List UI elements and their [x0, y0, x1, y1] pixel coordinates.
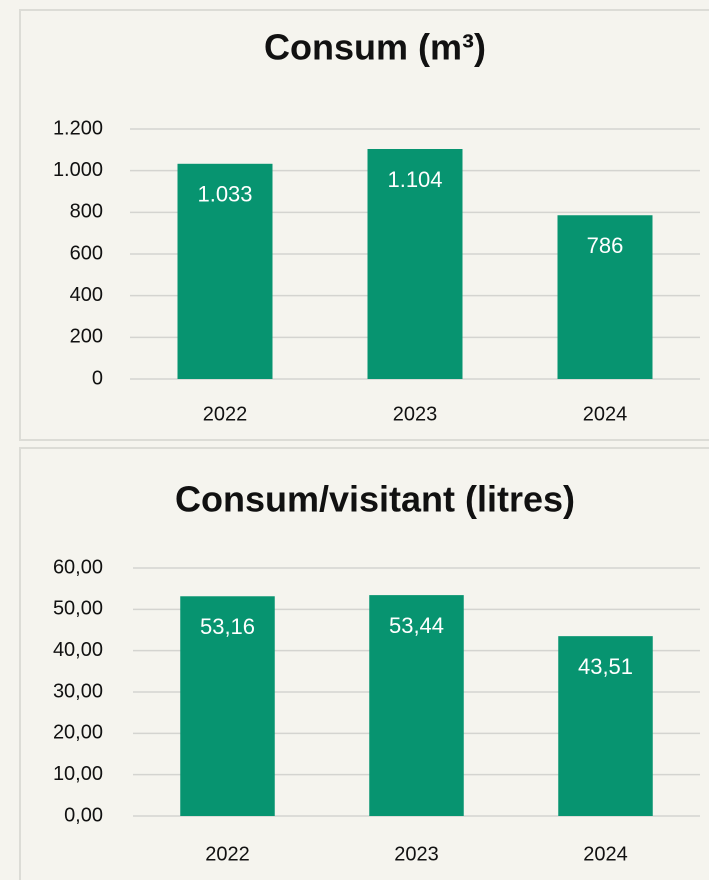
bar: [369, 595, 464, 816]
y-tick-label: 10,00: [53, 763, 103, 785]
data-label: 1.033: [197, 182, 252, 207]
y-tick-label: 40,00: [53, 639, 103, 661]
bar: [557, 215, 653, 379]
y-tick-label: 1.200: [53, 117, 103, 139]
chart-title: Consum/visitant (litres): [175, 479, 575, 520]
x-tick-label: 2024: [583, 843, 628, 865]
y-tick-label: 0: [92, 367, 103, 389]
x-tick-label: 2023: [393, 403, 438, 425]
data-label: 53,16: [200, 614, 255, 639]
x-tick-label: 2022: [203, 403, 248, 425]
bar: [180, 596, 275, 816]
data-label: 786: [587, 233, 624, 258]
y-tick-label: 600: [70, 242, 103, 264]
y-tick-label: 1.000: [53, 159, 103, 181]
y-tick-label: 800: [70, 201, 103, 223]
chart-title: Consum (m³): [264, 27, 486, 68]
bar: [177, 163, 273, 379]
y-tick-label: 400: [70, 284, 103, 306]
x-tick-label: 2024: [583, 403, 628, 425]
y-tick-label: 60,00: [53, 556, 103, 578]
y-tick-label: 0,00: [64, 804, 103, 826]
bar: [367, 149, 463, 379]
bar: [558, 636, 653, 816]
y-tick-label: 20,00: [53, 722, 103, 744]
x-tick-label: 2023: [394, 843, 439, 865]
data-label: 43,51: [578, 654, 633, 679]
y-tick-label: 50,00: [53, 598, 103, 620]
panel: [19, 447, 709, 880]
panel: [19, 9, 709, 441]
y-tick-label: 30,00: [53, 680, 103, 702]
data-label: 1.104: [387, 167, 442, 192]
x-tick-label: 2022: [205, 843, 250, 865]
data-label: 53,44: [389, 613, 444, 638]
y-tick-label: 200: [70, 326, 103, 348]
